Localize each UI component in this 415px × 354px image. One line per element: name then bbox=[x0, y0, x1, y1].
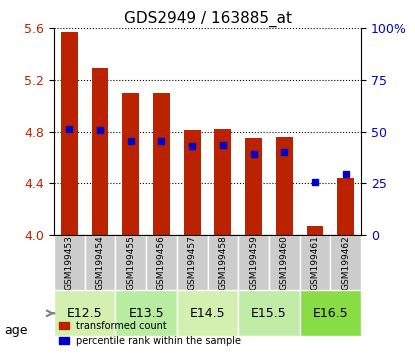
FancyBboxPatch shape bbox=[177, 235, 208, 290]
Text: E13.5: E13.5 bbox=[128, 307, 164, 320]
Bar bbox=[245, 138, 262, 235]
Text: GSM199458: GSM199458 bbox=[218, 235, 227, 290]
Bar bbox=[153, 93, 170, 235]
Bar bbox=[276, 137, 293, 235]
FancyBboxPatch shape bbox=[238, 235, 269, 290]
Text: GSM199460: GSM199460 bbox=[280, 235, 289, 290]
FancyBboxPatch shape bbox=[115, 290, 177, 336]
Text: GSM199456: GSM199456 bbox=[157, 235, 166, 290]
Text: GSM199457: GSM199457 bbox=[188, 235, 197, 290]
Text: GSM199453: GSM199453 bbox=[65, 235, 74, 290]
Bar bbox=[61, 32, 78, 235]
Text: age: age bbox=[4, 325, 28, 337]
Text: GSM199454: GSM199454 bbox=[95, 235, 105, 290]
FancyBboxPatch shape bbox=[238, 290, 300, 336]
Legend: transformed count, percentile rank within the sample: transformed count, percentile rank withi… bbox=[59, 321, 241, 346]
Text: E14.5: E14.5 bbox=[190, 307, 225, 320]
FancyBboxPatch shape bbox=[208, 235, 238, 290]
FancyBboxPatch shape bbox=[115, 235, 146, 290]
FancyBboxPatch shape bbox=[54, 290, 115, 336]
Text: E15.5: E15.5 bbox=[251, 307, 287, 320]
Bar bbox=[215, 129, 231, 235]
Text: GSM199459: GSM199459 bbox=[249, 235, 258, 290]
FancyBboxPatch shape bbox=[300, 290, 361, 336]
Bar bbox=[122, 93, 139, 235]
FancyBboxPatch shape bbox=[146, 235, 177, 290]
Bar bbox=[184, 131, 200, 235]
FancyBboxPatch shape bbox=[269, 235, 300, 290]
FancyBboxPatch shape bbox=[330, 235, 361, 290]
Text: GSM199462: GSM199462 bbox=[341, 235, 350, 290]
FancyBboxPatch shape bbox=[177, 290, 238, 336]
Bar bbox=[337, 178, 354, 235]
Text: GSM199461: GSM199461 bbox=[310, 235, 320, 290]
Bar bbox=[92, 68, 108, 235]
Text: E12.5: E12.5 bbox=[67, 307, 103, 320]
Bar bbox=[307, 226, 323, 235]
Text: GSM199455: GSM199455 bbox=[126, 235, 135, 290]
FancyBboxPatch shape bbox=[54, 235, 85, 290]
Text: E16.5: E16.5 bbox=[312, 307, 348, 320]
FancyBboxPatch shape bbox=[85, 235, 115, 290]
Title: GDS2949 / 163885_at: GDS2949 / 163885_at bbox=[124, 11, 291, 27]
FancyBboxPatch shape bbox=[300, 235, 330, 290]
